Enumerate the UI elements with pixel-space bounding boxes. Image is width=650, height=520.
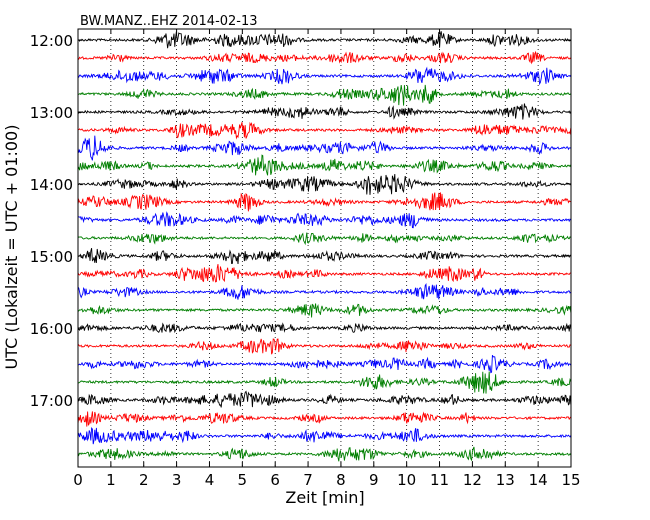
x-axis-label: Zeit [min] xyxy=(285,488,364,507)
y-tick-label: 12:00 xyxy=(30,32,73,50)
seismic-trace xyxy=(77,232,572,246)
y-axis-label: UTC (Lokalzeit = UTC + 01:00) xyxy=(2,125,21,370)
x-tick-label: 6 xyxy=(270,471,280,489)
seismic-trace xyxy=(77,322,572,334)
x-axis: 0 1 2 3 4 5 6 7 8 9 10 11 12 13 14 15 xyxy=(73,29,581,489)
seismic-trace xyxy=(78,355,572,374)
seismic-trace xyxy=(77,247,571,265)
seismic-trace xyxy=(77,103,571,120)
seismic-trace xyxy=(77,211,572,229)
seismic-trace xyxy=(77,50,572,65)
x-tick-label: 3 xyxy=(172,471,182,489)
seismic-trace xyxy=(77,154,572,176)
x-tick-label: 9 xyxy=(369,471,379,489)
y-tick-label: 13:00 xyxy=(30,104,73,122)
y-axis: 12:00 13:00 14:00 15:00 16:00 17:00 xyxy=(30,32,571,410)
seismic-trace xyxy=(77,338,572,355)
seismic-trace xyxy=(77,303,572,318)
y-tick-label: 16:00 xyxy=(30,320,73,338)
x-tick-label: 15 xyxy=(561,471,580,489)
y-tick-label: 14:00 xyxy=(30,176,73,194)
seismic-trace xyxy=(77,264,572,283)
x-tick-label: 0 xyxy=(73,471,83,489)
x-tick-label: 4 xyxy=(205,471,215,489)
seismic-traces xyxy=(77,31,572,462)
plot-frame xyxy=(77,28,572,468)
plot-background xyxy=(78,29,571,467)
y-tick-label: 15:00 xyxy=(30,248,73,266)
x-tick-label: 8 xyxy=(336,471,346,489)
x-tick-label: 5 xyxy=(238,471,248,489)
seismic-trace xyxy=(77,282,572,300)
plot-area xyxy=(77,28,572,468)
seismic-trace xyxy=(77,135,572,161)
seismic-trace xyxy=(77,84,572,106)
chart-title: BW.MANZ..EHZ 2014-02-13 xyxy=(80,14,258,29)
x-tick-label: 2 xyxy=(139,471,149,489)
x-tick-label: 14 xyxy=(529,471,548,489)
x-tick-label: 12 xyxy=(463,471,482,489)
seismic-trace xyxy=(77,31,571,49)
seismic-trace xyxy=(77,390,572,408)
seismic-trace xyxy=(77,192,572,212)
seismic-trace xyxy=(77,446,572,462)
seismic-trace xyxy=(77,121,572,140)
x-tick-label: 13 xyxy=(496,471,515,489)
seismic-trace xyxy=(77,371,572,394)
y-tick-label: 17:00 xyxy=(30,392,73,410)
x-tick-label: 1 xyxy=(106,471,116,489)
seismic-trace xyxy=(77,66,572,86)
seismic-trace xyxy=(77,411,572,427)
x-tick-label: 10 xyxy=(397,471,416,489)
seismic-trace xyxy=(77,173,572,195)
x-tick-label: 7 xyxy=(303,471,313,489)
seismic-trace xyxy=(77,426,572,445)
x-tick-label: 11 xyxy=(430,471,449,489)
